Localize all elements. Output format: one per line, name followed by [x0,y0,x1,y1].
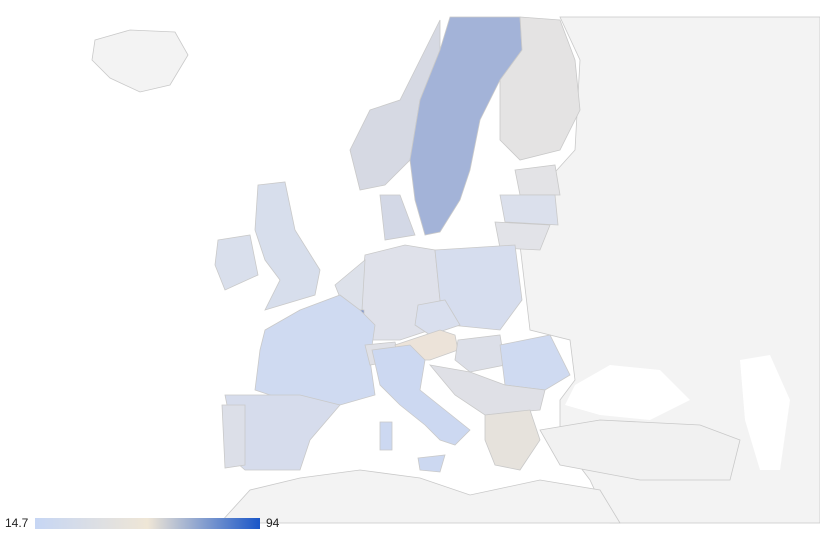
anatolia [539,419,741,481]
estonia [514,164,561,196]
legend-gradient [35,518,260,529]
uk [254,181,321,311]
legend-min: 14.7 [5,516,29,530]
denmark [379,194,416,241]
italy [371,344,471,446]
ireland [214,234,259,291]
africa [219,469,621,524]
greece [484,409,541,471]
map-regions [91,16,820,524]
sicily [417,454,446,473]
romania [499,334,571,391]
black-sea [565,365,690,420]
latvia [499,194,559,226]
legend-max: 94 [266,516,280,530]
finland [499,16,581,161]
portugal [221,404,246,469]
hungary [454,334,506,373]
caspian-sea [740,355,790,470]
lithuania [494,221,551,251]
poland [434,244,523,331]
czechia [414,299,461,336]
balkans [428,364,546,416]
legend: 14.7 94 [5,516,280,530]
sardinia [379,421,393,451]
iceland [91,29,189,93]
france [254,294,376,406]
